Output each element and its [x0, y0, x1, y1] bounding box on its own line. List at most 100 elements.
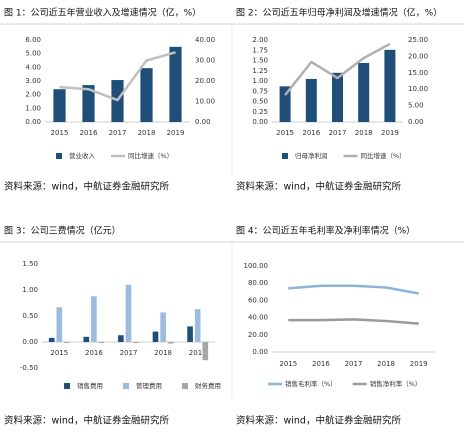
legend-label: 营业收入: [69, 151, 96, 160]
x-tick-label: 2016: [80, 129, 98, 137]
figure-caption: 图 3：公司三费情况（亿元）: [4, 225, 121, 237]
y-tick-label: 20.00: [248, 331, 268, 339]
x-tick-label: 2016: [312, 360, 330, 368]
bar: [384, 49, 396, 123]
source-note: 资料来源：wind，中航证券金融研究所: [236, 181, 401, 193]
figure-caption: 图 1：公司近五年营业收入及增速情况（亿，%）: [4, 7, 201, 19]
y-tick-label: -0.50: [20, 364, 38, 372]
bar: [160, 312, 166, 342]
y-tick-label: 2.00: [25, 91, 41, 99]
y-tick-label: 100.00: [244, 262, 269, 270]
line-series: [288, 284, 419, 295]
bar: [118, 335, 124, 342]
bar: [83, 336, 90, 342]
y-tick-label: 2.00: [252, 36, 268, 44]
legend-label: 同比增速（%）: [128, 151, 173, 160]
y2-tick-label: 40.00: [195, 36, 215, 44]
bar: [98, 342, 105, 344]
y-tick-label: 0.50: [252, 98, 268, 106]
source-note: 资料来源：wind，中航证券金融研究所: [4, 181, 169, 193]
y-tick-label: 80.00: [248, 279, 268, 287]
bar: [167, 342, 174, 344]
x-tick-label: 2019: [189, 349, 207, 357]
y-tick-label: 0.00: [25, 118, 41, 126]
line-series: [59, 51, 176, 102]
y2-tick-label: 5.00: [408, 102, 424, 110]
x-tick-label: 2015: [50, 349, 68, 357]
x-tick-label: 2017: [109, 129, 127, 137]
y-tick-label: 3.00: [25, 77, 41, 85]
bar: [82, 85, 95, 122]
bar: [169, 46, 182, 123]
legend-label: 同比增速（%）: [361, 151, 406, 160]
y-tick-label: 1.50: [252, 57, 268, 65]
bar: [91, 296, 97, 342]
bar: [48, 337, 55, 342]
x-tick-label: 2016: [85, 349, 103, 357]
y-tick-label: 40.00: [248, 314, 268, 322]
legend-swatch: [123, 383, 129, 389]
bar: [202, 342, 209, 361]
bar: [140, 68, 153, 122]
bar: [56, 307, 63, 342]
y-tick-label: 0.00: [22, 338, 38, 346]
y2-tick-label: 15.00: [408, 69, 428, 77]
y-tick-label: 0.75: [252, 87, 268, 95]
x-tick-label: 2017: [120, 349, 138, 357]
bar: [187, 326, 193, 342]
y-tick-label: 0.50: [22, 312, 38, 320]
y2-tick-label: 20.00: [195, 77, 215, 85]
x-tick-label: 2017: [329, 129, 347, 137]
y2-tick-label: 10.00: [408, 85, 428, 93]
y-tick-label: 1.50: [22, 260, 38, 268]
y-tick-label: 0.00: [252, 348, 268, 356]
bar: [53, 89, 66, 122]
source-note: 资料来源：wind，中航证券金融研究所: [236, 415, 401, 427]
y-tick-label: 0.00: [252, 118, 268, 126]
y2-tick-label: 25.00: [408, 36, 428, 44]
legend-label: 销售净利率（%）: [370, 379, 422, 388]
legend-swatch: [182, 383, 188, 389]
legend-label: 归母净利润: [295, 151, 328, 160]
legend-swatch: [282, 153, 288, 159]
legend-swatch: [56, 153, 62, 159]
y2-tick-label: 0.00: [408, 118, 424, 126]
bar: [64, 342, 70, 344]
bar: [358, 62, 370, 122]
x-tick-label: 2018: [355, 129, 373, 137]
y-tick-label: 0.25: [252, 108, 268, 116]
bar: [152, 331, 159, 342]
x-tick-label: 2018: [377, 360, 395, 368]
figure-caption: 图 4：公司近五年毛利率及净利率情况（%）: [236, 225, 415, 237]
y-tick-label: 1.00: [252, 77, 268, 85]
bar: [331, 72, 344, 122]
figure-caption: 图 2：公司近五年归母净利润及增速情况（亿，%）: [236, 7, 442, 19]
x-tick-label: 2016: [302, 129, 320, 137]
x-tick-label: 2018: [138, 129, 156, 137]
y-tick-label: 5.00: [25, 50, 41, 58]
y-tick-label: 4.00: [25, 63, 41, 71]
x-tick-label: 2018: [154, 349, 172, 357]
legend-label: 管理费用: [136, 381, 162, 390]
legend-swatch: [64, 383, 70, 389]
x-tick-label: 2015: [276, 129, 294, 137]
x-tick-label: 2019: [410, 360, 428, 368]
bar: [305, 78, 317, 122]
x-tick-label: 2017: [345, 360, 363, 368]
legend-label: 财务费用: [195, 381, 221, 390]
y-tick-label: 1.00: [25, 104, 41, 112]
x-tick-label: 2015: [279, 360, 297, 368]
source-note: 资料来源：wind，中航证券金融研究所: [4, 415, 169, 427]
y-tick-label: 1.75: [252, 46, 268, 54]
legend-label: 销售毛利率（%）: [285, 379, 337, 388]
y-tick-label: 1.25: [252, 67, 268, 75]
bar: [194, 309, 201, 342]
y-tick-label: 60.00: [248, 296, 268, 304]
bar: [133, 342, 139, 344]
line-series: [288, 318, 419, 325]
y2-tick-label: 30.00: [195, 57, 215, 65]
y2-tick-label: 0.00: [195, 118, 211, 126]
bar: [279, 86, 291, 122]
y2-tick-label: 20.00: [408, 52, 428, 60]
